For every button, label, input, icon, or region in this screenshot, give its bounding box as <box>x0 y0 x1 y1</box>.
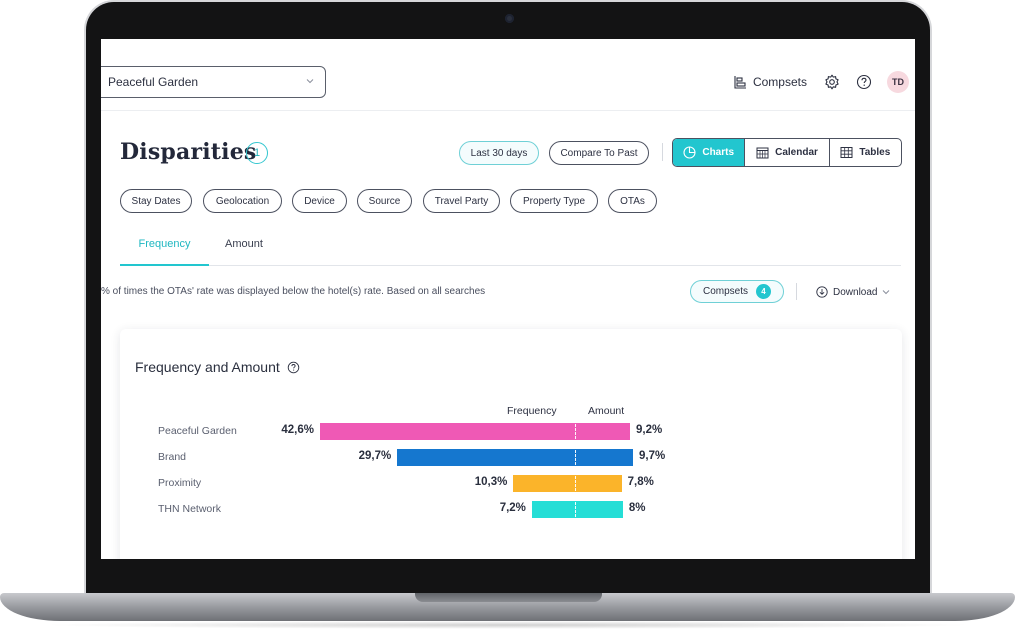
frequency-value-label: 7,2% <box>499 502 526 514</box>
filter-label: Device <box>304 195 335 207</box>
settings-button[interactable] <box>823 73 841 91</box>
charts-label: Charts <box>702 147 735 158</box>
filter-stay-dates[interactable]: Stay Dates <box>120 189 192 213</box>
camera-icon <box>505 14 514 23</box>
divider <box>796 283 797 300</box>
avatar-initials: TD <box>892 77 904 87</box>
app-screen: Peaceful Garden Compsets <box>101 39 915 559</box>
compsets-link[interactable]: Compsets <box>733 75 807 89</box>
amount-value-label: 7,8% <box>627 476 654 488</box>
download-label: Download <box>833 286 878 298</box>
filter-label: Travel Party <box>434 195 489 207</box>
tab-label: Frequency <box>138 238 191 250</box>
category-label: THN Network <box>158 503 222 515</box>
page-title: Disparities <box>120 139 257 165</box>
frequency-value-label: 29,7% <box>358 450 392 462</box>
compsets-count: 4 <box>761 287 766 296</box>
center-divider <box>575 450 576 465</box>
filter-source[interactable]: Source <box>357 189 412 213</box>
calendar-label: Calendar <box>775 147 818 158</box>
frequency-value-label: 10,3% <box>474 476 508 488</box>
frequency-value-label: 42,6% <box>281 424 314 436</box>
amount-value-label: 8% <box>628 502 646 514</box>
filter-label: Property Type <box>522 195 586 207</box>
category-label: Brand <box>158 451 187 463</box>
calendar-icon <box>756 147 769 159</box>
center-divider <box>575 502 576 517</box>
frequency-bar[interactable] <box>513 475 575 492</box>
download-button[interactable]: Download <box>816 286 896 298</box>
tab-frequency[interactable]: Frequency <box>120 235 209 266</box>
amount-value-label: 9,7% <box>639 450 666 462</box>
help-icon <box>856 74 872 90</box>
frequency-bar[interactable] <box>397 449 575 466</box>
help-icon[interactable] <box>287 361 300 374</box>
filter-geolocation[interactable]: Geolocation <box>203 189 282 213</box>
frequency-bar[interactable] <box>320 423 575 440</box>
card-title: Frequency and Amount <box>135 359 300 375</box>
pie-chart-icon <box>683 146 696 159</box>
chevron-down-icon <box>306 79 314 84</box>
title-count-badge: 1 <box>246 142 268 164</box>
download-icon <box>816 286 828 298</box>
table-icon <box>840 147 853 158</box>
metric-tabs: Frequency Amount <box>120 235 901 266</box>
card-title-text: Frequency and Amount <box>135 359 280 375</box>
divider <box>662 143 663 161</box>
gear-icon <box>825 74 839 90</box>
filter-property-type[interactable]: Property Type <box>510 189 598 213</box>
compsets-filter-label: Compsets <box>702 286 748 297</box>
chevron-down-icon <box>883 290 890 295</box>
date-range-button[interactable]: Last 30 days <box>459 141 539 165</box>
filter-otas[interactable]: OTAs <box>608 189 657 213</box>
filter-label: OTAs <box>620 195 645 207</box>
amount-bar[interactable] <box>575 423 630 440</box>
date-range-label: Last 30 days <box>470 147 528 159</box>
compsets-icon <box>734 76 746 89</box>
chart-description: % of times the OTAs' rate was displayed … <box>101 286 486 297</box>
amount-bar[interactable] <box>575 475 622 492</box>
filter-label: Stay Dates <box>131 195 181 207</box>
category-label: Proximity <box>158 477 202 489</box>
compsets-filter-button[interactable]: Compsets 4 <box>690 280 784 303</box>
filter-label: Geolocation <box>215 195 270 207</box>
compsets-count-badge: 4 <box>756 284 771 299</box>
compare-label: Compare To Past <box>560 147 638 159</box>
laptop-notch <box>415 593 602 602</box>
top-bar: Peaceful Garden Compsets <box>101 39 915 111</box>
center-divider <box>575 476 576 491</box>
compsets-link-label: Compsets <box>752 75 807 89</box>
view-toggle: Charts Calendar Tables <box>672 138 902 167</box>
amount-bar[interactable] <box>575 449 633 466</box>
hotel-select[interactable]: Peaceful Garden <box>101 66 326 98</box>
amount-bar[interactable] <box>575 501 623 518</box>
tab-tables[interactable]: Tables <box>828 139 901 166</box>
chart-card <box>120 329 902 559</box>
header-actions: Compsets TD <box>733 69 909 95</box>
avatar[interactable]: TD <box>887 71 909 93</box>
tab-label: Amount <box>225 238 263 250</box>
amount-value-label: 9,2% <box>636 424 663 436</box>
filter-label: Source <box>368 195 401 207</box>
tables-label: Tables <box>859 147 891 158</box>
frequency-bar[interactable] <box>531 501 575 518</box>
compare-to-past-button[interactable]: Compare To Past <box>549 141 649 165</box>
category-label: Peaceful Garden <box>158 425 237 437</box>
tab-calendar[interactable]: Calendar <box>744 139 828 166</box>
filter-travel-party[interactable]: Travel Party <box>423 189 500 213</box>
hotel-select-value: Peaceful Garden <box>108 75 199 89</box>
center-divider <box>575 424 576 439</box>
tab-amount[interactable]: Amount <box>225 235 263 266</box>
laptop-shadow <box>40 621 975 629</box>
legend-frequency: Frequency <box>507 405 557 417</box>
filter-device[interactable]: Device <box>292 189 347 213</box>
help-button[interactable] <box>855 73 873 91</box>
tab-charts[interactable]: Charts <box>673 139 745 166</box>
legend-amount: Amount <box>588 405 625 417</box>
title-count: 1 <box>253 147 261 159</box>
